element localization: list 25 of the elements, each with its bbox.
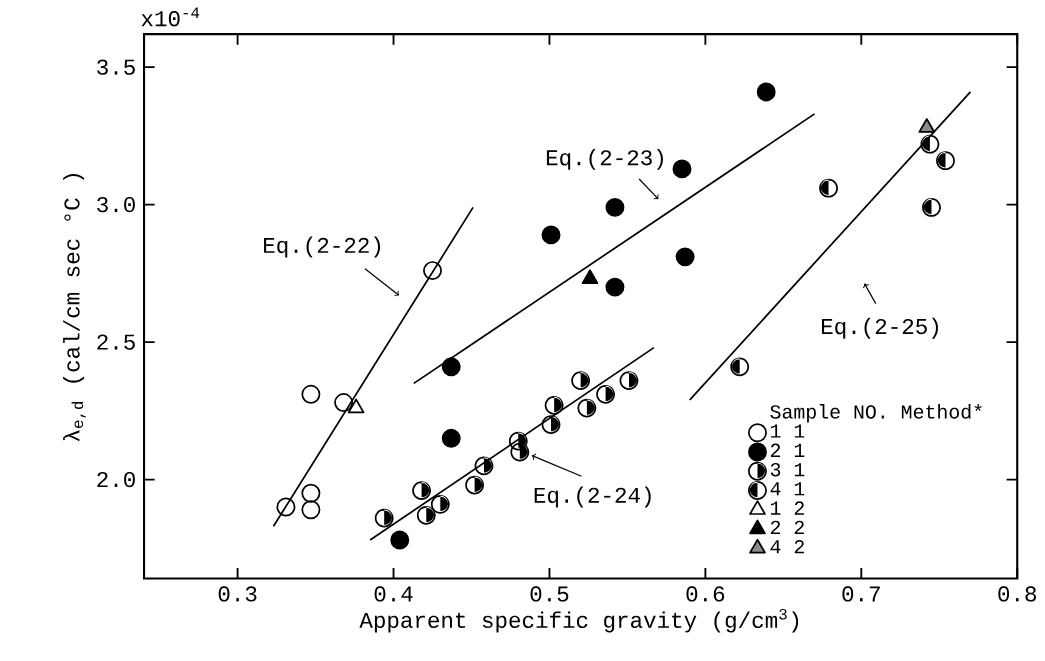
legend-label: 4 2 <box>770 539 804 554</box>
legend-label: 4 1 <box>770 482 805 496</box>
legend-label: 1 1 <box>770 424 805 438</box>
legend-label: 3 1 <box>770 462 805 477</box>
x-tick-label: 0.4 <box>374 586 413 602</box>
x-tick-label: 0.7 <box>842 586 880 602</box>
annotation: Eq.(2-24) <box>534 486 651 508</box>
text: λ$_{e,d}$ (cal/cm sec °C ) <box>63 174 86 442</box>
text: x10$^{-4}$ <box>141 7 200 27</box>
y-tick-label: 2.0 <box>97 471 135 488</box>
x-axis-title: Apparent specific gravity (g/cm$^{3}$) <box>359 608 799 633</box>
annotation: Eq.(2-23) <box>546 148 663 170</box>
x-tick-label: 0.8 <box>998 586 1037 602</box>
legend-label: 1 2 <box>770 501 804 515</box>
x-tick-label: 0.6 <box>686 586 725 602</box>
x-tick-label: 0.3 <box>218 586 257 602</box>
annotation: Eq.(2-22) <box>264 236 381 258</box>
y-tick-label: 3.5 <box>97 59 135 75</box>
legend-title: Sample NO. Method* <box>770 404 982 423</box>
x-tick-label: 0.5 <box>530 586 569 602</box>
annotation: Eq.(2-25) <box>821 317 939 339</box>
legend-label: 2 2 <box>770 520 804 534</box>
legend-label: 2 1 <box>770 443 805 457</box>
y-tick-label: 2.5 <box>97 334 135 350</box>
y-tick-label: 3.0 <box>97 197 135 213</box>
